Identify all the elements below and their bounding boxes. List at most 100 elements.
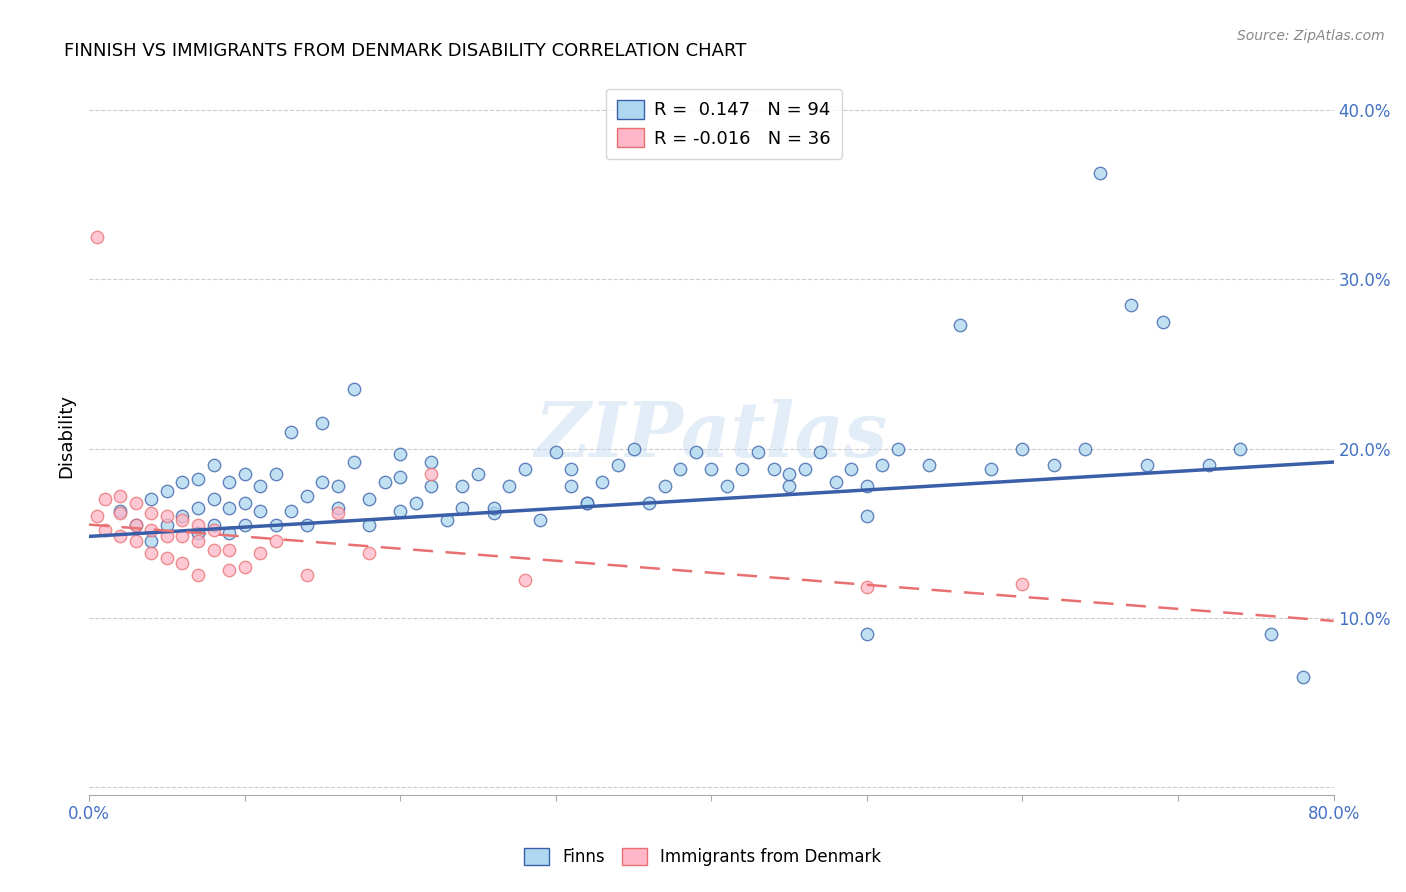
Point — [264, 534, 287, 549]
Point — [202, 492, 225, 507]
Point — [280, 504, 302, 518]
Point — [125, 517, 148, 532]
Point — [156, 529, 179, 543]
Point — [778, 479, 800, 493]
Point — [1011, 576, 1033, 591]
Point — [108, 504, 131, 518]
Point — [731, 462, 754, 476]
Point — [856, 509, 879, 524]
Point — [374, 475, 396, 490]
Point — [156, 551, 179, 566]
Point — [218, 543, 240, 558]
Point — [1121, 298, 1143, 312]
Point — [389, 504, 412, 518]
Point — [762, 462, 785, 476]
Point — [86, 509, 108, 524]
Point — [747, 445, 769, 459]
Point — [249, 479, 271, 493]
Point — [187, 568, 209, 582]
Point — [342, 455, 364, 469]
Point — [295, 517, 318, 532]
Point — [482, 506, 505, 520]
Point — [420, 479, 443, 493]
Point — [513, 462, 536, 476]
Point — [108, 529, 131, 543]
Point — [187, 534, 209, 549]
Point — [172, 512, 194, 526]
Point — [218, 526, 240, 541]
Point — [125, 495, 148, 509]
Point — [108, 506, 131, 520]
Point — [1152, 315, 1174, 329]
Point — [218, 475, 240, 490]
Point — [498, 479, 520, 493]
Point — [436, 512, 458, 526]
Point — [141, 546, 163, 560]
Point — [1042, 458, 1064, 473]
Point — [405, 495, 427, 509]
Point — [575, 495, 598, 509]
Point — [1090, 166, 1112, 180]
Point — [482, 500, 505, 515]
Point — [420, 467, 443, 481]
Point — [187, 526, 209, 541]
Text: ZIPatlas: ZIPatlas — [534, 399, 889, 473]
Point — [202, 543, 225, 558]
Point — [1011, 442, 1033, 456]
Point — [125, 534, 148, 549]
Text: FINNISH VS IMMIGRANTS FROM DENMARK DISABILITY CORRELATION CHART: FINNISH VS IMMIGRANTS FROM DENMARK DISAB… — [65, 42, 747, 60]
Point — [793, 462, 815, 476]
Point — [108, 489, 131, 503]
Point — [824, 475, 846, 490]
Point — [623, 442, 645, 456]
Point — [326, 506, 349, 520]
Point — [202, 523, 225, 537]
Point — [280, 425, 302, 439]
Point — [669, 462, 692, 476]
Point — [218, 500, 240, 515]
Point — [856, 627, 879, 641]
Point — [544, 445, 567, 459]
Point — [856, 479, 879, 493]
Point — [1260, 627, 1282, 641]
Point — [700, 462, 723, 476]
Point — [685, 445, 707, 459]
Point — [575, 495, 598, 509]
Point — [264, 517, 287, 532]
Point — [591, 475, 613, 490]
Point — [141, 506, 163, 520]
Point — [389, 470, 412, 484]
Point — [872, 458, 894, 473]
Point — [359, 492, 381, 507]
Point — [342, 382, 364, 396]
Point — [187, 500, 209, 515]
Point — [172, 529, 194, 543]
Point — [918, 458, 941, 473]
Point — [156, 517, 179, 532]
Point — [638, 495, 661, 509]
Point — [451, 479, 474, 493]
Point — [513, 574, 536, 588]
Point — [172, 475, 194, 490]
Point — [654, 479, 676, 493]
Text: Source: ZipAtlas.com: Source: ZipAtlas.com — [1237, 29, 1385, 44]
Point — [202, 517, 225, 532]
Point — [326, 479, 349, 493]
Point — [86, 230, 108, 244]
Point — [808, 445, 831, 459]
Point — [389, 446, 412, 460]
Point — [187, 517, 209, 532]
Point — [311, 416, 333, 430]
Point — [887, 442, 910, 456]
Point — [172, 509, 194, 524]
Legend: Finns, Immigrants from Denmark: Finns, Immigrants from Denmark — [516, 840, 890, 875]
Point — [716, 479, 738, 493]
Point — [949, 318, 972, 332]
Point — [420, 455, 443, 469]
Point — [467, 467, 489, 481]
Point — [202, 458, 225, 473]
Point — [359, 546, 381, 560]
Point — [249, 546, 271, 560]
Point — [141, 523, 163, 537]
Point — [156, 483, 179, 498]
